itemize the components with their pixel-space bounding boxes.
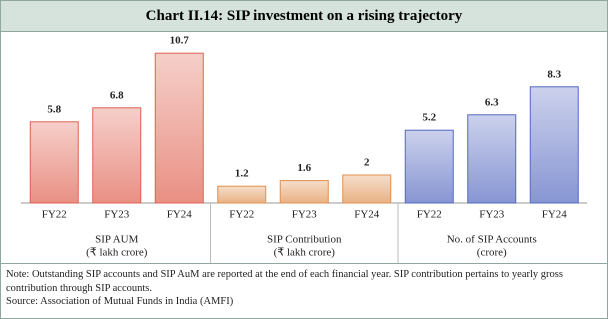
value-label: 1.6	[297, 162, 311, 174]
value-label: 10.7	[170, 35, 190, 47]
bar	[529, 86, 579, 204]
source: Source: Association of Mutual Funds in I…	[6, 296, 234, 307]
x-tick-label: FY23	[479, 209, 505, 221]
bar	[342, 174, 392, 204]
value-label: 6.3	[485, 96, 499, 108]
notes: Note: Outstanding SIP accounts and SIP A…	[1, 263, 607, 309]
bar	[467, 114, 517, 204]
bar	[29, 121, 79, 204]
value-label: 6.8	[110, 89, 124, 101]
group-label: SIP AUM	[95, 234, 139, 246]
bar	[279, 180, 329, 204]
x-tick-label: FY23	[104, 209, 130, 221]
group-label: (₹ lakh crore)	[274, 247, 336, 259]
value-label: 5.8	[47, 103, 61, 115]
value-label: 2	[364, 157, 370, 169]
x-tick-label: FY24	[167, 209, 193, 221]
bar	[92, 107, 142, 204]
x-tick-label: FY22	[42, 209, 67, 221]
x-tick-label: FY24	[354, 209, 380, 221]
group-label: SIP Contribution	[267, 234, 342, 246]
note: Note: Outstanding SIP accounts and SIP A…	[6, 269, 563, 294]
chart-title: Chart II.14: SIP investment on a rising …	[1, 1, 607, 32]
x-tick-label: FY23	[292, 209, 318, 221]
x-tick-label: FY22	[229, 209, 254, 221]
group-label: (₹ lakh crore)	[86, 247, 148, 259]
bar	[154, 52, 204, 204]
group-label: (crore)	[477, 247, 507, 259]
bar	[217, 185, 267, 204]
bar	[404, 129, 454, 204]
group-label: No. of SIP Accounts	[447, 234, 537, 246]
value-label: 5.2	[422, 112, 436, 124]
x-tick-label: FY24	[542, 209, 568, 221]
value-label: 1.2	[235, 168, 249, 180]
value-label: 8.3	[547, 68, 561, 80]
x-tick-label: FY22	[417, 209, 442, 221]
